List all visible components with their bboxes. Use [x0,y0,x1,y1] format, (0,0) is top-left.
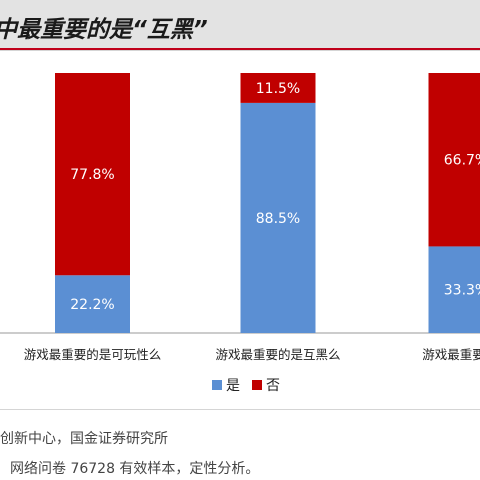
bar-yes-1 [240,102,316,334]
bar-yes-0 [55,275,130,333]
legend-label-no: 否 [266,378,280,394]
bar-label-yes-1: 88.5% [256,211,300,227]
stacked-bar-chart: 22.2% 77.8% 88.5% 11.5% 33.3% 66.7% 游戏最重要的是可玩… [0,73,480,394]
bar-label-no-2: 66.7% [444,153,480,169]
category-label-1: 游戏最重要的是互黑么 [215,347,340,362]
note-text: 网络问卷 76728 有效样本，定性分析。 [10,461,260,477]
legend-label-yes: 是 [226,378,240,394]
bar-label-no-1: 11.5% [256,81,300,97]
bar-no-2 [428,73,480,247]
bar-yes-2 [428,246,480,333]
legend-swatch-no [252,380,262,390]
legend-swatch-yes [212,380,222,390]
title-bar: 中最重要的是“互黑” [0,0,480,50]
bar-label-no-0: 77.8% [70,167,114,183]
bar-label-yes-2: 33.3% [444,283,480,299]
bar-no-1 [240,73,316,103]
category-label-0: 游戏最重要的是可玩性么 [24,347,162,362]
chart-title: 中最重要的是“互黑” [0,17,208,43]
bar-label-yes-0: 22.2% [70,297,114,313]
source-text: 创新中心，国金证券研究所 [0,431,168,447]
category-label-2: 游戏最重要的是 [422,347,480,362]
bar-no-0 [55,73,130,276]
